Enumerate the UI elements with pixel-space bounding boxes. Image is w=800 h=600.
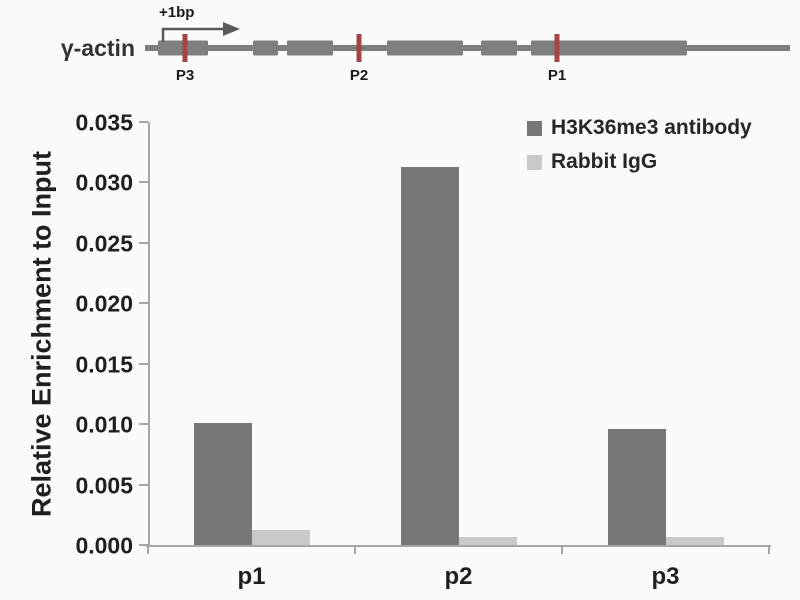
gene-name-label: γ-actin [61,35,135,61]
y-tick-label: 0.030 [75,169,133,196]
y-tick-label: 0.020 [75,290,133,317]
y-tickmark [139,302,148,305]
bar-p1-series1 [193,422,252,545]
tss-arrow [161,27,224,42]
probe-label-P1: P1 [548,67,566,84]
exon-box [481,40,517,56]
exon-box [253,40,278,56]
legend-item: Rabbit IgG [527,145,752,179]
x-category-label: p3 [651,563,680,590]
y-axis-title: Relative Enrichment to Input [26,150,57,518]
probe-mark-P1 [554,34,560,62]
y-tickmark [139,121,148,123]
y-tickmark [139,544,148,546]
bar-p2-series2 [458,536,517,545]
x-category-label: p2 [444,563,473,590]
tss-label: +1bp [159,4,194,21]
legend-label: Rabbit IgG [551,150,658,173]
bar-p3-series1 [607,428,666,545]
y-tick-label: 0.005 [75,472,133,499]
y-tick-label: 0.010 [75,411,133,438]
y-tick-label: 0.015 [75,351,133,378]
y-tick-label: 0.025 [75,230,133,257]
x-tickmark [768,545,770,554]
exon-box [387,40,463,56]
probe-label-P2: P2 [350,67,368,84]
tss-arrowhead [223,22,240,36]
chart-legend: H3K36me3 antibody Rabbit IgG [527,111,752,179]
y-axis-line [148,122,150,547]
legend-swatch-icon [527,120,542,136]
legend-swatch-icon [527,154,542,170]
bar-p1-series2 [251,530,310,545]
bar-p2-series1 [400,166,459,545]
bar-p3-series2 [665,536,724,545]
x-tickmark [354,545,356,554]
x-axis-line [146,545,771,547]
y-tick-label: 0.000 [75,532,133,559]
probe-mark-P2 [356,34,362,62]
gene-line [145,45,790,51]
y-tickmark [139,362,148,365]
y-tickmark [139,241,148,244]
legend-item: H3K36me3 antibody [527,111,752,145]
x-category-label: p1 [237,563,266,590]
y-tickmark [139,483,148,486]
legend-label: H3K36me3 antibody [551,116,752,139]
x-tickmark [561,545,563,554]
exon-box [287,40,333,56]
y-tickmark [139,181,148,184]
probe-mark-P3 [182,34,188,62]
y-tickmark [139,423,148,426]
exon-box [531,40,687,56]
gene-diagram: γ-actin +1bp P3 P2 P1 [61,4,790,84]
probe-label-P3: P3 [176,67,194,84]
y-tick-label: 0.035 [75,109,133,136]
x-tickmark [147,545,149,554]
